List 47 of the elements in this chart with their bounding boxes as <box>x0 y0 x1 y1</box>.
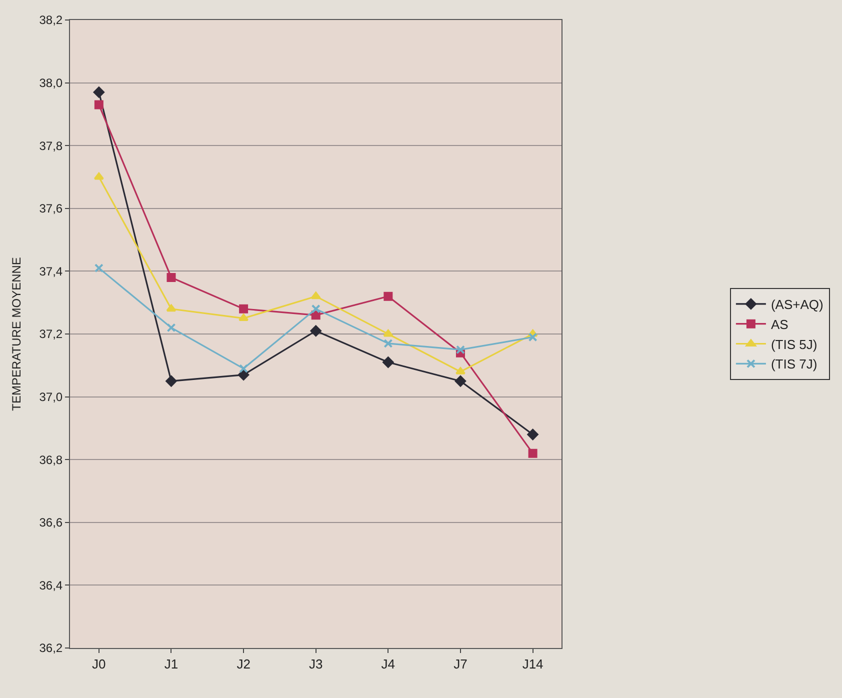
legend-label: AS <box>770 316 789 332</box>
point <box>93 86 104 98</box>
legend-label: (TIS 7J) <box>770 356 818 372</box>
x-tick-label: J1 <box>164 656 178 672</box>
point <box>239 364 248 374</box>
point <box>382 356 394 368</box>
point <box>166 304 176 312</box>
legend-label: (TIS 5J) <box>770 336 818 352</box>
y-axis-title: TEMPERATURE MOYENNE <box>10 257 24 411</box>
y-tick-label: 38,2 <box>39 13 63 28</box>
point <box>166 272 176 282</box>
point <box>528 448 538 458</box>
point <box>311 304 320 314</box>
point <box>383 330 394 337</box>
y-tick-label: 36,2 <box>39 641 63 656</box>
y-tick-label: 37,4 <box>39 264 63 278</box>
x-tick-label: J0 <box>92 656 106 672</box>
y-tick-label: 36,4 <box>39 578 63 592</box>
x-tick-label: J2 <box>236 656 250 672</box>
point <box>456 345 465 354</box>
y-tick-label: 36,8 <box>39 452 63 467</box>
point <box>310 325 322 336</box>
x-tick-label: J4 <box>381 656 396 672</box>
point <box>166 323 176 332</box>
point <box>239 304 248 314</box>
y-tick-label: 36,6 <box>39 516 63 530</box>
legend-label: (AS+AQ) <box>770 297 824 312</box>
point <box>527 428 538 440</box>
point <box>94 172 104 180</box>
point <box>454 376 466 387</box>
y-tick-label: 37,2 <box>39 327 63 342</box>
point <box>310 292 321 300</box>
x-tick-label: J14 <box>522 656 544 672</box>
point <box>384 338 393 348</box>
point <box>238 314 249 322</box>
y-tick-label: 37,0 <box>39 390 63 404</box>
point <box>238 369 250 380</box>
y-tick-label: 38,0 <box>39 76 63 90</box>
point <box>94 264 104 273</box>
x-tick-label: J7 <box>454 656 468 672</box>
x-tick-label: J3 <box>308 656 323 672</box>
y-tick-label: 37,6 <box>39 202 63 216</box>
point <box>94 100 104 110</box>
point <box>384 292 393 301</box>
y-tick-label: 37,8 <box>39 138 63 153</box>
point <box>528 332 538 342</box>
point <box>166 376 177 387</box>
